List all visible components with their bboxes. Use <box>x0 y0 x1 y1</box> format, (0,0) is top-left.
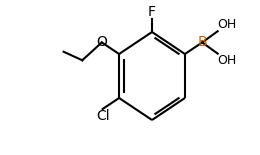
Text: Cl: Cl <box>96 109 109 123</box>
Text: F: F <box>148 5 156 19</box>
Text: OH: OH <box>218 54 237 67</box>
Text: O: O <box>96 35 107 49</box>
Text: OH: OH <box>218 18 237 31</box>
Text: B: B <box>197 35 207 49</box>
